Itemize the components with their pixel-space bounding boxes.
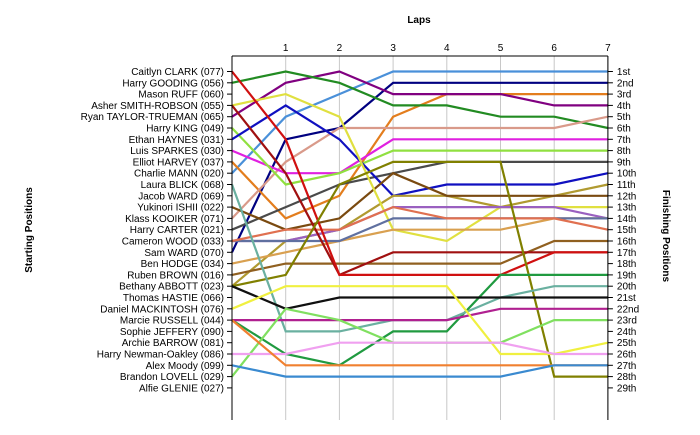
series-line: [231, 104, 608, 277]
start-position-label: Elliot HARVEY (037): [133, 157, 224, 168]
series-line: [231, 70, 609, 130]
start-position-label: Ruben BROWN (016): [127, 270, 224, 281]
start-position-label: Alex Moody (099): [146, 361, 224, 372]
x-tick-label: 2: [337, 43, 343, 54]
series-line: [231, 70, 608, 276]
start-position-label: Mason RUFF (060): [138, 90, 224, 101]
finish-position-label: 27th: [617, 361, 636, 372]
series-line: [231, 205, 609, 243]
finish-position-label: 16th: [617, 237, 636, 248]
series-line: [232, 341, 608, 356]
start-position-label: Daniel MACKINTOSH (076): [100, 304, 224, 315]
finish-position-label: 17th: [617, 248, 636, 259]
finish-position-label: 5th: [617, 112, 631, 123]
finish-position-label: 2nd: [617, 78, 634, 89]
series-line: [232, 307, 608, 322]
finish-position-label: 20th: [617, 282, 636, 293]
finish-position-label: 29th: [617, 383, 636, 394]
start-position-label: Caitlyn CLARK (077): [131, 67, 224, 78]
start-position-label: Sam WARD (070): [144, 248, 224, 259]
start-position-label: Marcie RUSSELL (044): [120, 316, 224, 327]
start-position-label: Thomas HASTIE (066): [123, 293, 224, 304]
finish-position-label: 12th: [617, 191, 636, 202]
series-line: [231, 138, 608, 175]
start-position-label: Yukinori ISHII (022): [137, 203, 224, 214]
start-position-label: Klass KOOIKER (071): [125, 214, 224, 225]
x-tick-label: 6: [551, 43, 557, 54]
series-line: [231, 285, 609, 356]
finish-position-label: 1st: [617, 67, 631, 78]
finish-position-label: 24th: [617, 327, 636, 338]
start-position-label: Ethan HAYNES (031): [129, 135, 224, 146]
finish-position-label: 10th: [617, 169, 636, 180]
finish-position-label: 6th: [617, 124, 631, 135]
start-position-label: Sophie JEFFERY (090): [120, 327, 224, 338]
series-line: [231, 81, 608, 253]
series-line: [231, 70, 608, 174]
x-tick-label: 5: [498, 43, 504, 54]
series-line: [231, 160, 608, 231]
y-axis-label-right: Finishing Positions: [660, 190, 671, 283]
finish-position-label: 4th: [617, 101, 631, 112]
finish-position-label: 19th: [617, 270, 636, 281]
start-position-label: Luis SPARKES (030): [130, 146, 224, 157]
start-position-label: Cameron WOOD (033): [122, 237, 224, 248]
finish-position-label: 21st: [617, 293, 636, 304]
chart-title: Laps: [407, 15, 431, 26]
axes-group: [227, 55, 613, 420]
start-position-label: Harry GOODING (056): [122, 78, 224, 89]
series-line: [231, 319, 608, 367]
series-line: [231, 127, 608, 186]
start-position-label: Charlie MANN (020): [134, 169, 224, 180]
series-line: [231, 273, 608, 367]
start-position-label: Ben HODGE (034): [141, 259, 224, 270]
start-position-label: Bethany ABBOTT (023): [119, 282, 224, 293]
start-position-label: Archie BARROW (081): [122, 338, 224, 349]
finish-position-label: 22nd: [617, 304, 639, 315]
x-tick-label: 4: [444, 43, 450, 54]
start-position-label: Harry KING (049): [146, 124, 224, 135]
finish-position-label: 15th: [617, 225, 636, 236]
finish-position-label: 11th: [617, 180, 636, 191]
start-position-label: Brandon LOVELL (029): [120, 372, 224, 383]
start-position-label: Asher SMITH-ROBSON (055): [91, 101, 224, 112]
series-line: [231, 160, 608, 378]
series-line: [231, 171, 608, 231]
finish-position-label: 3rd: [617, 90, 631, 101]
start-position-label: Laura BLICK (068): [141, 180, 224, 191]
finish-position-label: 23rd: [617, 316, 637, 327]
start-position-label: Jacob WARD (069): [138, 191, 224, 202]
x-tick-label: 3: [390, 43, 396, 54]
series-line: [231, 70, 608, 118]
start-position-label: Harry CARTER (021): [130, 225, 224, 236]
start-position-label: Alfie GLENIE (027): [139, 383, 224, 394]
series-line: [231, 364, 608, 378]
finish-position-label: 7th: [617, 135, 631, 146]
start-position-label: Ryan TAYLOR-TRUEMAN (065): [81, 112, 224, 123]
series-line: [231, 104, 609, 198]
finish-position-label: 25th: [617, 338, 636, 349]
series-line: [232, 206, 609, 243]
series-line: [231, 285, 608, 310]
start-position-label: Harry Newman-Oakley (086): [97, 350, 224, 361]
y-axis-label-left: Starting Positions: [24, 187, 35, 273]
finish-position-label: 28th: [617, 372, 636, 383]
series-group: [230, 70, 609, 378]
finish-position-label: 14th: [617, 214, 636, 225]
finish-position-label: 26th: [617, 350, 636, 361]
series-line: [231, 239, 608, 276]
finish-position-label: 18th: [617, 259, 636, 270]
x-tick-label: 7: [605, 43, 611, 54]
finish-position-label: 9th: [617, 157, 631, 168]
series-line: [231, 217, 608, 265]
finish-position-label: 8th: [617, 146, 631, 157]
x-tick-label: 1: [283, 43, 289, 54]
labels-group: 1 2 3 4 5 6 7 Caitlyn CLARK (077)Harry GOODING …: [81, 43, 640, 394]
series-line: [231, 115, 609, 220]
finish-position-label: 13th: [617, 203, 636, 214]
